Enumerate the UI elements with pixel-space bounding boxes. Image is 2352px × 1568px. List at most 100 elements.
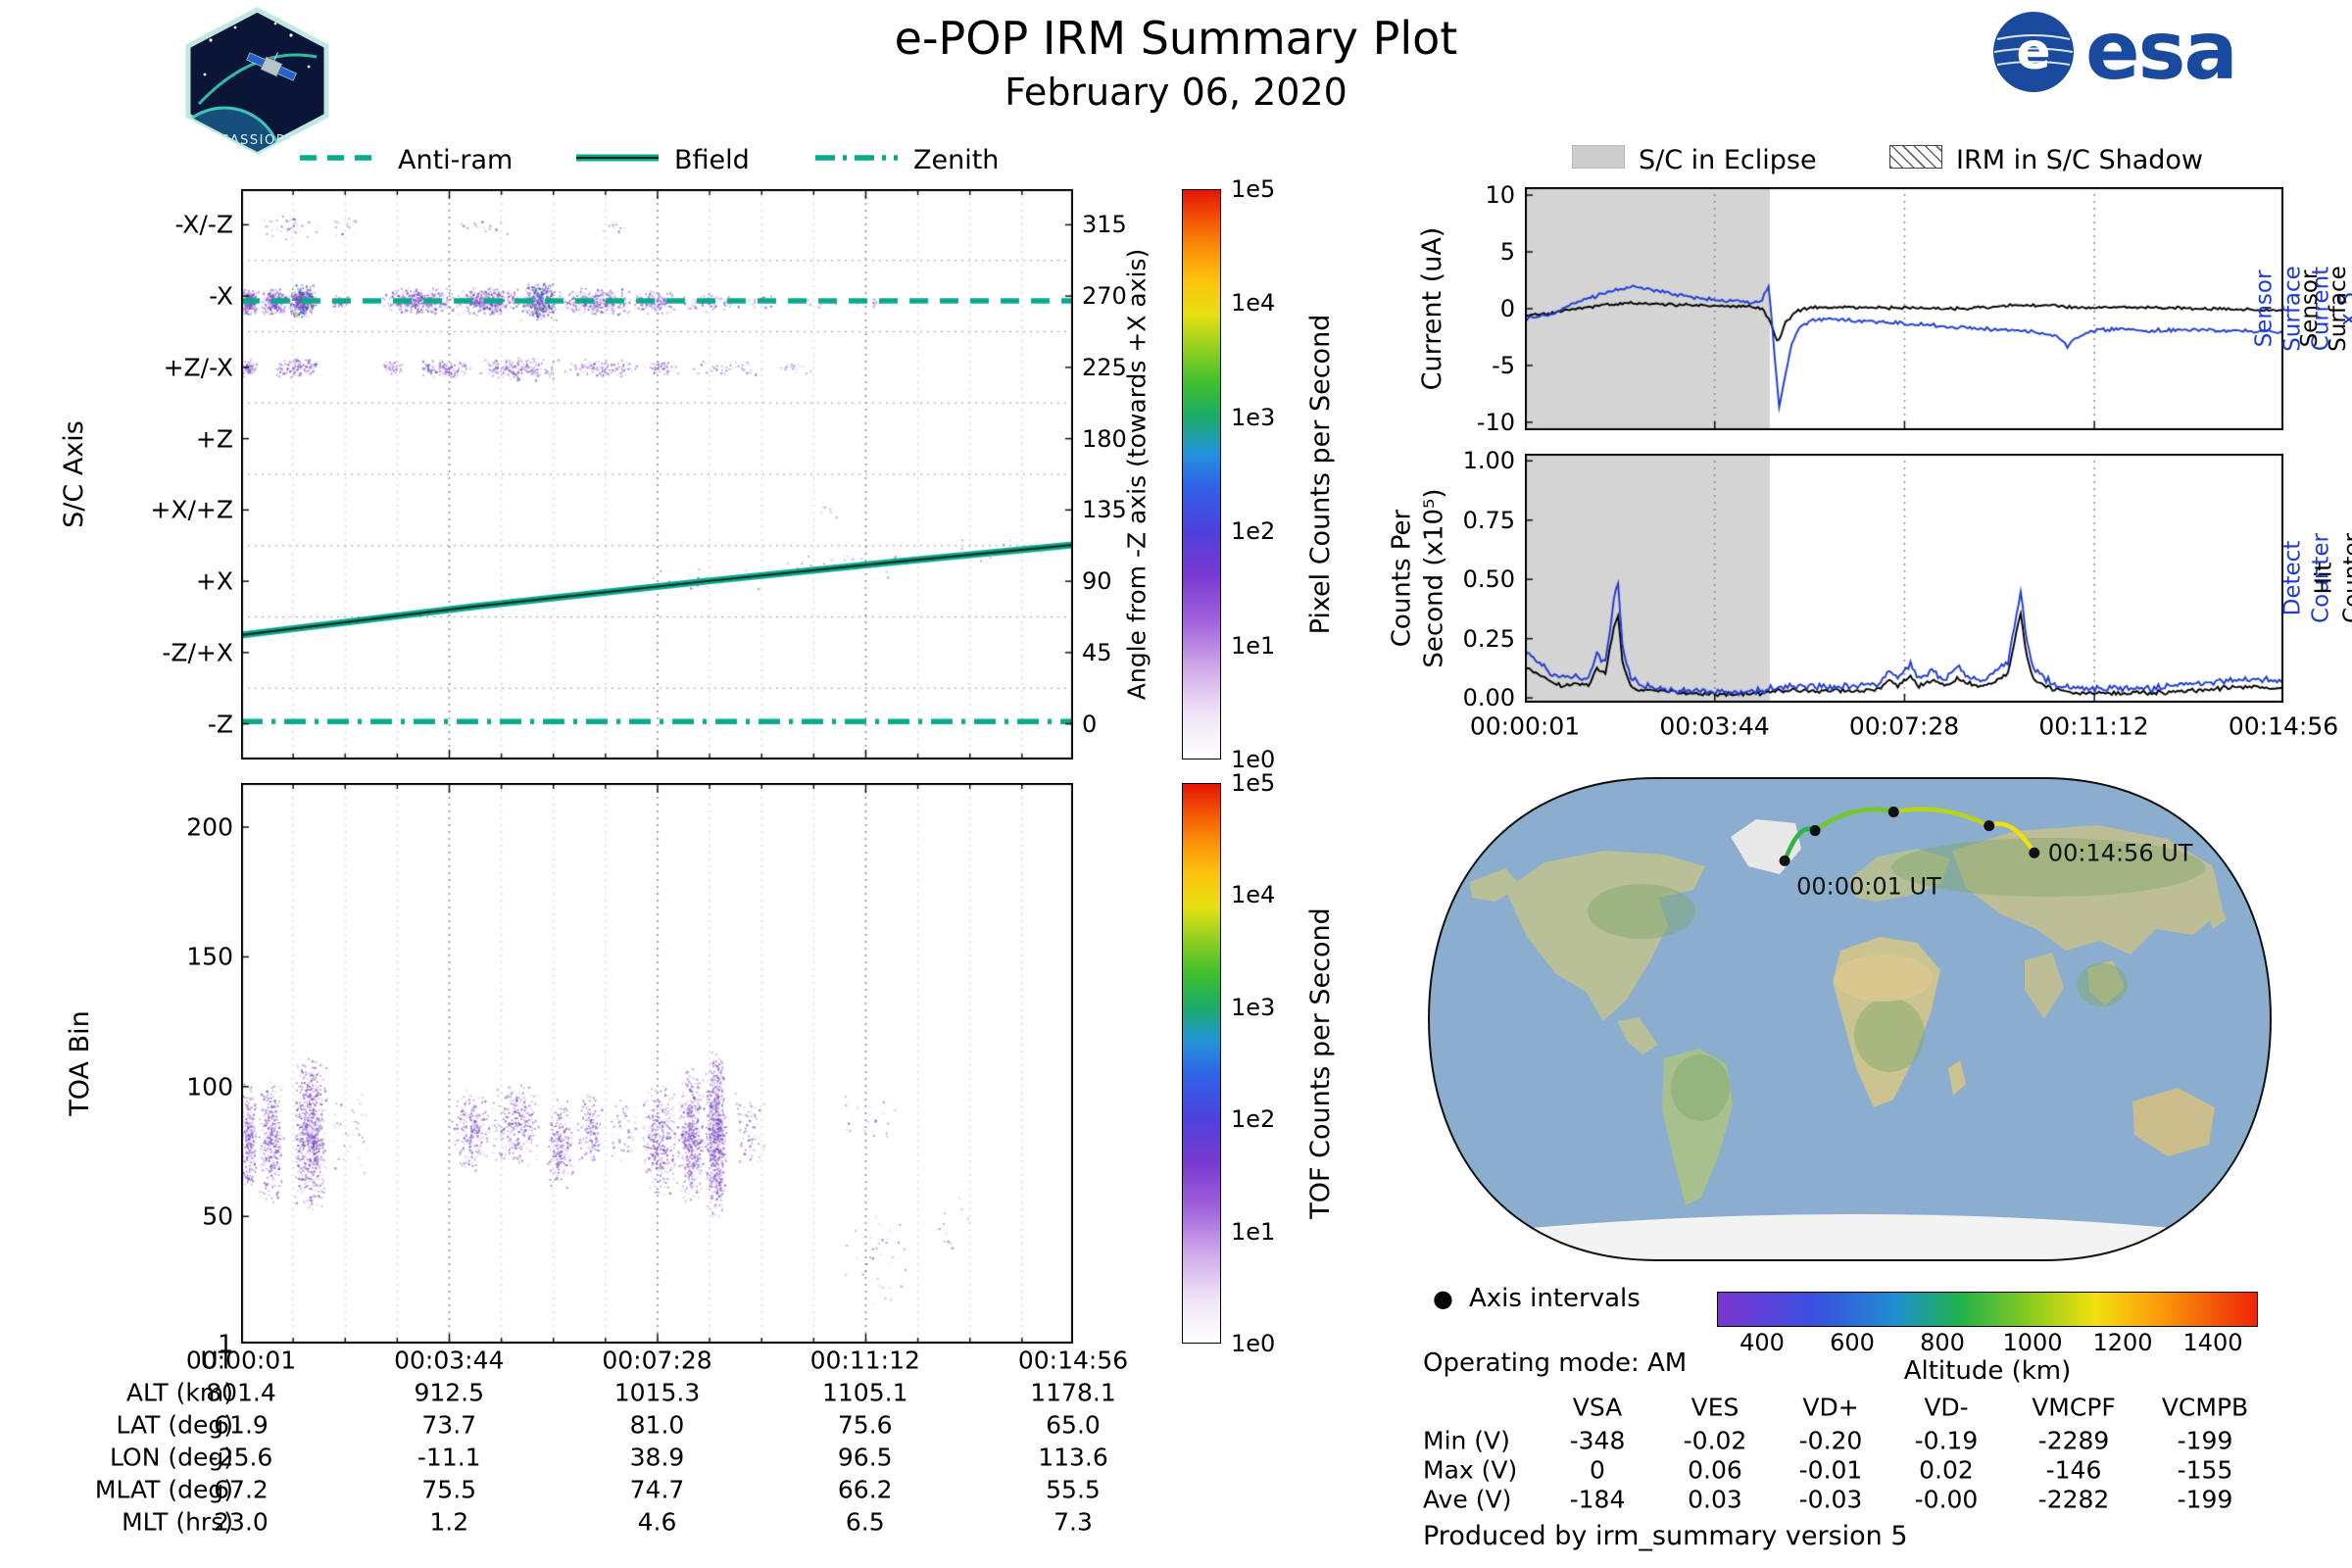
angle-tick-label: 315: [1082, 211, 1127, 239]
counts-tick-label: 0.50: [1462, 565, 1515, 594]
toa-tick-label: 200: [186, 812, 233, 842]
colorbar-tick-label: 1e3: [1231, 403, 1276, 431]
colorbar-tick-label: 1e3: [1231, 993, 1276, 1021]
shadow-hatch-swatch: [1889, 145, 1942, 169]
voltage-value: -2289: [2037, 1426, 2110, 1455]
anti-ram-line-sample-icon: [300, 155, 382, 161]
axis-intervals-legend: ● Axis intervals: [1433, 1284, 1641, 1313]
angle-tick-label: 270: [1082, 282, 1127, 311]
sc-axis-sector-label: +Z: [195, 424, 233, 454]
ephemeris-value: 74.7: [629, 1475, 685, 1504]
ephemeris-row-label: UT: [200, 1346, 233, 1375]
axis-interval-dot: [1809, 825, 1821, 837]
voltage-value: -199: [2177, 1485, 2233, 1514]
sc-axis-sector-label: +Z/-X: [163, 353, 233, 382]
voltage-value: -2282: [2037, 1485, 2110, 1514]
ephemeris-row-label: LAT (deg): [116, 1410, 233, 1440]
voltage-value: -348: [1569, 1426, 1626, 1455]
toa-tick-label: 50: [202, 1201, 233, 1231]
current-tick-label: 10: [1485, 181, 1515, 210]
track-segment: [1890, 807, 1991, 828]
sc-axis-sector-label: -Z/+X: [162, 638, 233, 667]
ground-track-map: 00:00:01 UT 00:14:56 UT: [1427, 777, 2273, 1261]
voltage-value: -146: [2045, 1455, 2102, 1485]
plot-date: February 06, 2020: [1004, 71, 1348, 114]
bfield-line-sample-icon: [576, 154, 659, 162]
ephemeris-value: 801.4: [206, 1378, 276, 1407]
time-tick-label: 00:07:28: [1848, 711, 1960, 741]
counts-tick-label: 0.25: [1462, 624, 1515, 653]
colorbar-tick-label: 1e4: [1231, 881, 1276, 909]
hit-counter-label: Hit Counter: [2311, 533, 2352, 623]
voltage-row-label: Max (V): [1423, 1455, 1518, 1485]
voltage-header: VD-: [1924, 1393, 1969, 1422]
legend-anti-ram-label: Anti-ram: [398, 145, 514, 175]
ephemeris-value: 113.6: [1038, 1443, 1108, 1472]
ephemeris-value: 61.9: [214, 1410, 269, 1440]
track-end-time-label: 00:14:56 UT: [2048, 839, 2193, 866]
ephemeris-value: 912.5: [414, 1378, 485, 1407]
sc-axis-sector-label: -Z: [207, 710, 233, 739]
tof-counts-colorbar: [1182, 783, 1221, 1344]
ephemeris-value: 00:07:28: [602, 1346, 712, 1375]
ephemeris-value: 00:00:01: [185, 1346, 297, 1375]
ephemeris-value: -11.1: [416, 1443, 481, 1472]
interval-dot-icon: ●: [1433, 1285, 1453, 1312]
voltage-value: -155: [2177, 1455, 2233, 1485]
altitude-tick-label: 800: [1920, 1329, 1965, 1356]
axis-interval-dot: [1779, 855, 1790, 866]
voltage-value: 0.03: [1688, 1485, 1742, 1514]
ephemeris-value: 00:03:44: [394, 1346, 505, 1375]
ephemeris-row-label: MLT (hrs): [122, 1507, 233, 1537]
zenith-line-sample-icon: [815, 155, 898, 161]
ephemeris-value: 66.2: [837, 1475, 893, 1504]
ephemeris-row-label: ALT (km): [125, 1378, 233, 1407]
ephemeris-value: 67.2: [214, 1475, 269, 1504]
ephemeris-value: 73.7: [421, 1410, 477, 1440]
counts-tick-label: 1.00: [1462, 447, 1515, 475]
voltage-value: -0.19: [1914, 1426, 1979, 1455]
colorbar-tick-label: 1e2: [1231, 1105, 1276, 1134]
sc-axis-sector-label: -X/-Z: [174, 210, 233, 239]
altitude-tick-label: 1400: [2182, 1329, 2243, 1356]
ephemeris-value: 1.2: [429, 1507, 469, 1537]
voltage-value: -184: [1569, 1485, 1626, 1514]
angle-tick-label: 225: [1082, 353, 1127, 381]
voltage-value: -199: [2177, 1426, 2233, 1455]
esa-wordmark: esa: [2085, 5, 2238, 98]
legend-zenith-label: Zenith: [913, 145, 1000, 175]
ephemeris-value: 4.6: [637, 1507, 677, 1537]
axis-interval-dot: [2029, 847, 2040, 858]
track-segment: [1812, 807, 1896, 833]
ephemeris-value: 75.6: [837, 1410, 893, 1440]
time-tick-label: 00:03:44: [1659, 711, 1770, 741]
page-title: e-POP IRM Summary Plot: [894, 12, 1458, 65]
voltage-value: -0.03: [1798, 1485, 1863, 1514]
counter-rates-plot: [1525, 454, 2283, 703]
satellite-track: [1779, 807, 2040, 866]
ephemeris-value: 7.3: [1054, 1507, 1093, 1537]
voltage-header: VSA: [1572, 1393, 1623, 1422]
voltage-header: VCMPB: [2161, 1393, 2249, 1422]
counts-tick-label: 0.00: [1462, 684, 1515, 712]
voltage-value: 0.02: [1919, 1455, 1974, 1485]
ephemeris-value: 75.5: [421, 1475, 477, 1504]
ephemeris-value: 81.0: [629, 1410, 685, 1440]
axis-interval-dot: [1887, 807, 1899, 817]
pixel-counts-colorbar-label: Pixel Counts per Second: [1305, 314, 1337, 635]
pixel-counts-colorbar: [1182, 189, 1221, 760]
voltage-header: VMCPF: [2032, 1393, 2116, 1422]
voltage-value: -0.02: [1683, 1426, 1747, 1455]
counts-tick-label: 0.75: [1462, 506, 1515, 534]
altitude-colorbar: [1717, 1292, 2258, 1327]
voltage-row-label: Min (V): [1423, 1426, 1510, 1455]
altitude-tick-label: 600: [1830, 1329, 1875, 1356]
altitude-tick-label: 1200: [2092, 1329, 2153, 1356]
angle-tick-label: 45: [1082, 638, 1112, 666]
legend-eclipse-label: S/C in Eclipse: [1639, 145, 1817, 175]
ephemeris-value: 1105.1: [822, 1378, 908, 1407]
current-tick-label: 0: [1499, 295, 1515, 322]
svg-text:e: e: [2016, 23, 2050, 81]
voltage-row-label: Ave (V): [1423, 1485, 1512, 1514]
axis-intervals-label: Axis intervals: [1468, 1284, 1641, 1313]
